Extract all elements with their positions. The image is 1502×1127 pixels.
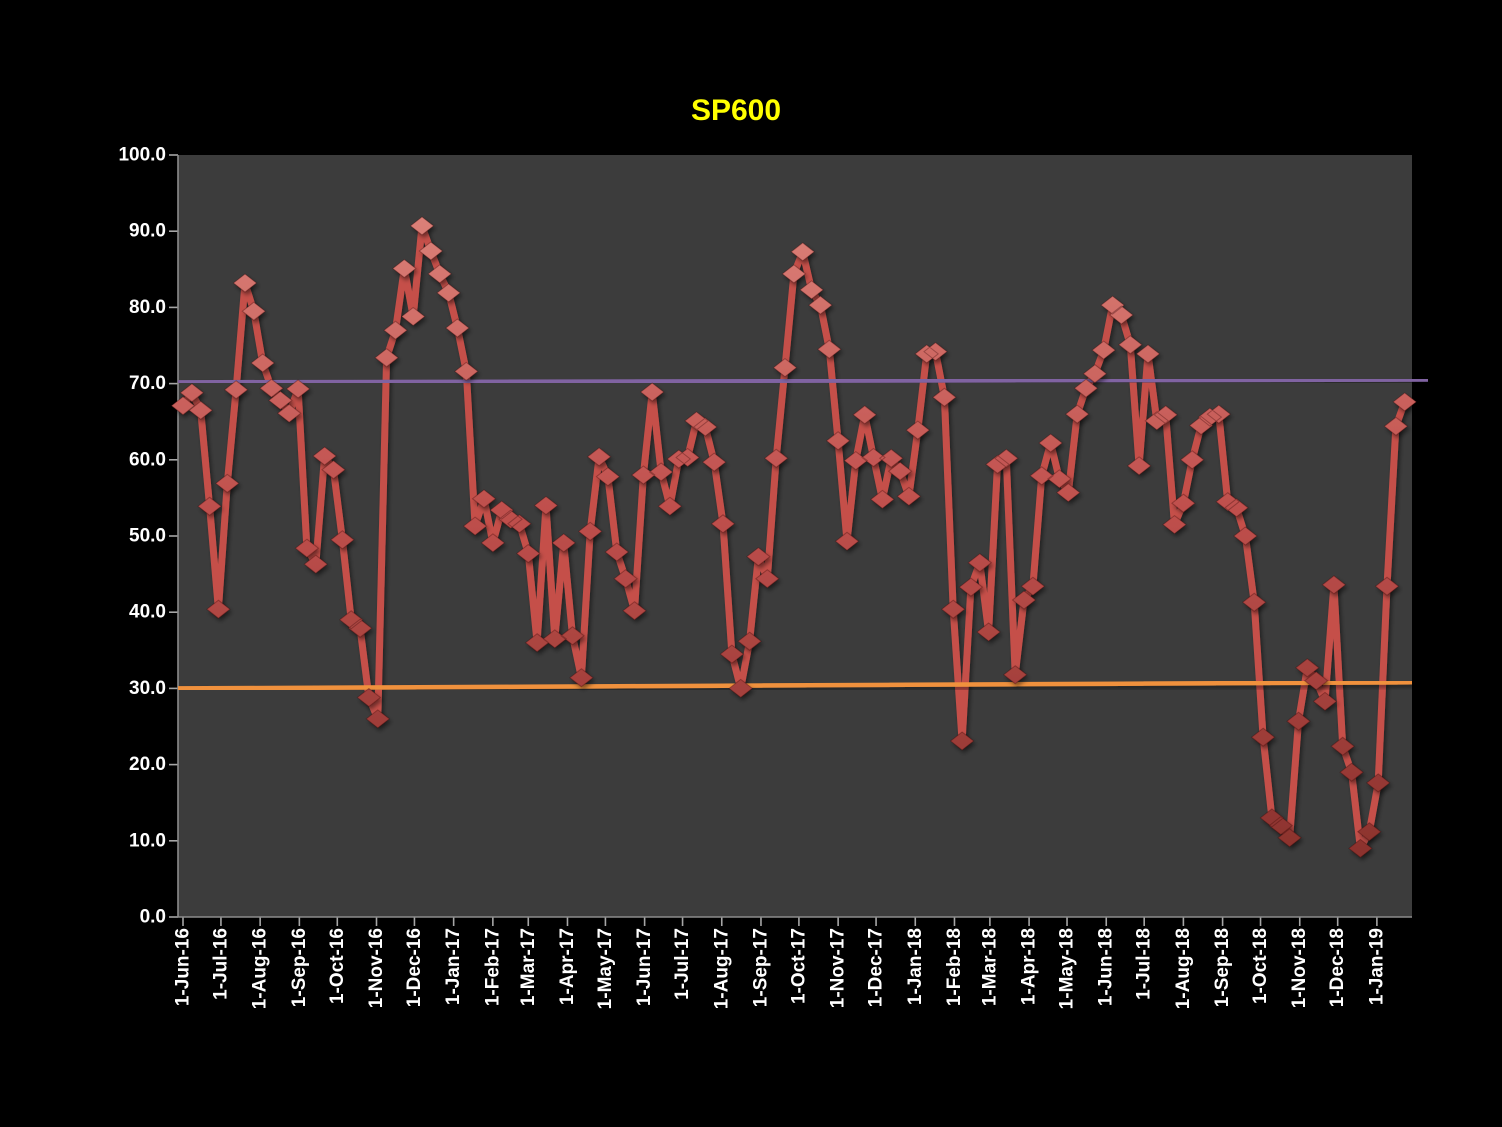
x-tick-label: 1-Jul-17 <box>672 928 693 1000</box>
x-tick-label: 1-Mar-18 <box>979 928 1000 1006</box>
x-tick-label: 1-Jun-16 <box>173 928 194 1006</box>
y-tick-label: 20.0 <box>129 754 166 775</box>
x-tick-label: 1-Oct-17 <box>788 928 809 1004</box>
reference-line-lower-band <box>177 680 1413 691</box>
reference-lines <box>177 377 1429 691</box>
x-tick-label: 1-Feb-18 <box>944 928 965 1006</box>
y-tick-label: 30.0 <box>129 678 166 699</box>
x-axis-labels: 1-Jun-16 1-Jul-16 1-Aug-16 1-Sep-16 1-Oct-16… <box>173 917 1387 1009</box>
series-markers <box>170 216 1418 859</box>
x-tick-label: 1-Jan-17 <box>443 928 464 1005</box>
x-tick-label: 1-Jan-19 <box>1366 928 1387 1005</box>
x-tick-label: 1-May-17 <box>595 928 616 1009</box>
reference-line-upper-band <box>177 377 1429 385</box>
y-tick-label: 70.0 <box>129 373 166 394</box>
x-tick-label: 1-Dec-18 <box>1327 928 1348 1007</box>
x-tick-label: 1-Feb-17 <box>482 928 503 1006</box>
x-tick-label: 1-Jun-17 <box>634 928 655 1006</box>
y-tick-label: 80.0 <box>129 297 166 318</box>
chart-title: SP600 <box>690 94 782 127</box>
x-tick-label: 1-Oct-16 <box>327 928 348 1004</box>
y-tick-label: 90.0 <box>129 221 166 242</box>
x-tick-label: 1-Dec-16 <box>404 928 425 1007</box>
y-axis-labels: 0.0 10.0 20.0 30.0 40.0 50.0 60.0 70.0 80.0 90.0 1… <box>118 145 178 928</box>
y-tick-label: 40.0 <box>129 602 166 623</box>
x-tick-label: 1-Apr-18 <box>1019 928 1040 1005</box>
x-tick-label: 1-Nov-18 <box>1289 928 1310 1008</box>
x-tick-label: 1-Nov-16 <box>366 928 387 1008</box>
x-tick-label: 1-Jul-18 <box>1134 928 1155 1000</box>
x-tick-label: 1-Apr-17 <box>557 928 578 1005</box>
y-tick-label: 100.0 <box>118 145 166 166</box>
x-tick-label: 1-Mar-17 <box>518 928 539 1006</box>
x-tick-label: 1-Aug-17 <box>711 928 732 1009</box>
x-tick-label: 1-Dec-17 <box>866 928 887 1007</box>
y-tick-label: 10.0 <box>129 830 166 851</box>
x-tick-label: 1-Oct-18 <box>1250 928 1271 1004</box>
x-tick-label: 1-Nov-17 <box>828 928 849 1008</box>
y-tick-label: 50.0 <box>129 526 166 547</box>
x-tick-label: 1-Jun-18 <box>1096 928 1117 1006</box>
x-tick-label: 1-Jan-18 <box>905 928 926 1005</box>
x-tick-label: 1-Aug-18 <box>1173 928 1194 1009</box>
x-tick-label: 1-Jul-16 <box>210 928 231 1000</box>
y-tick-label: 60.0 <box>129 449 166 470</box>
x-tick-label: 1-Aug-16 <box>250 928 271 1009</box>
x-tick-label: 1-Sep-16 <box>289 928 310 1007</box>
x-tick-label: 1-Sep-18 <box>1212 928 1233 1007</box>
x-tick-label: 1-May-18 <box>1057 928 1078 1009</box>
x-tick-label: 1-Sep-17 <box>750 928 771 1007</box>
y-tick-label: 0.0 <box>140 907 166 928</box>
